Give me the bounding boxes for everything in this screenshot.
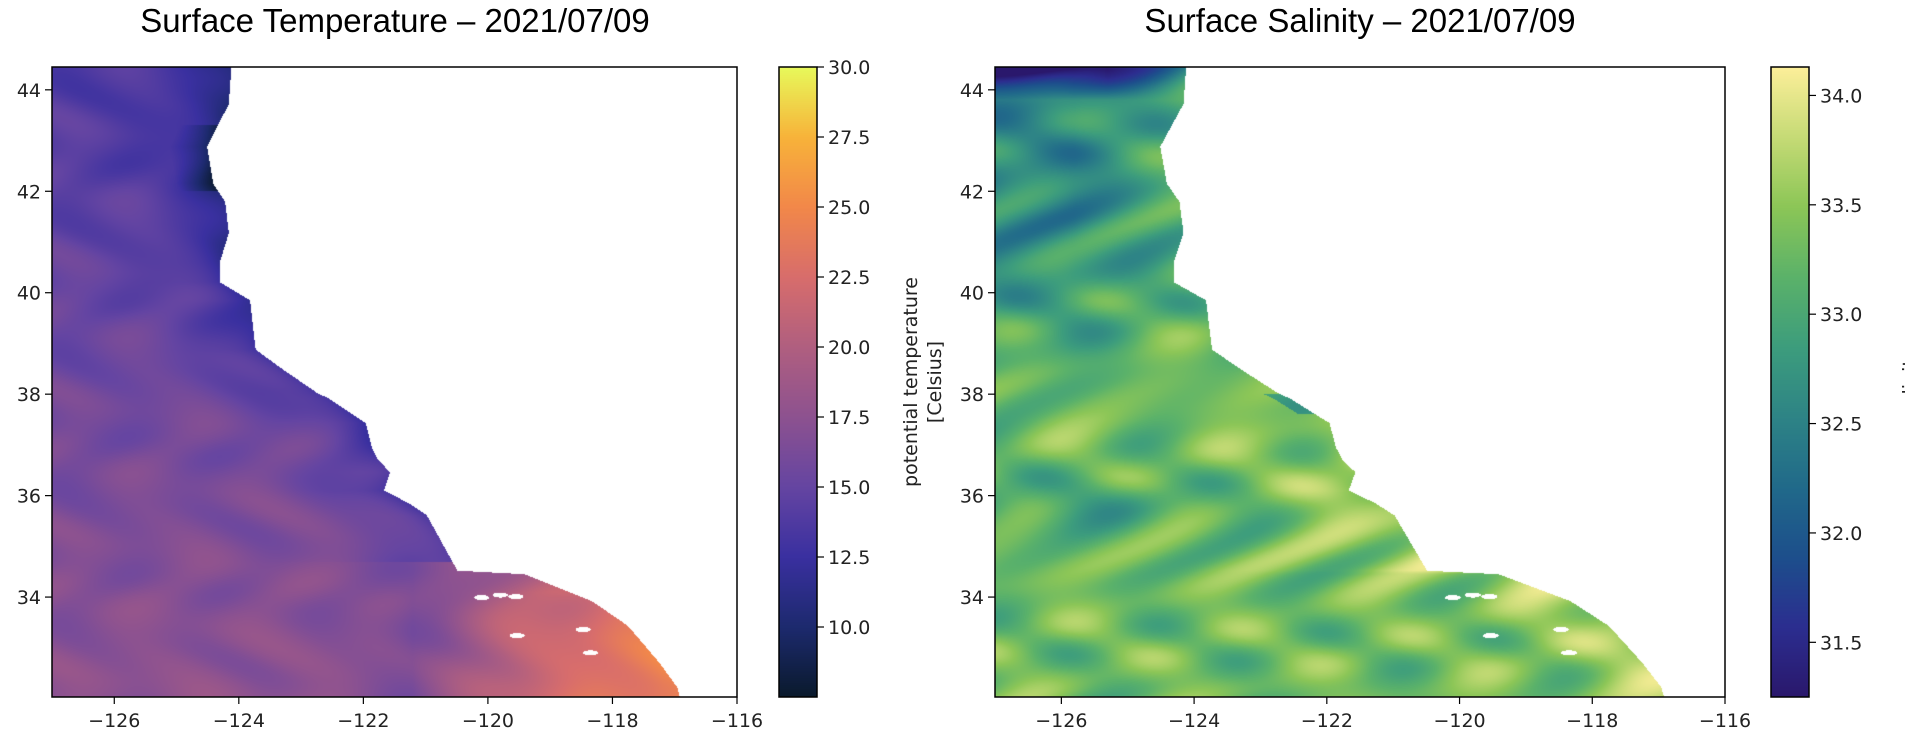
x-tick-label: −126 (88, 710, 140, 732)
colorbar-label: potential temperature (900, 277, 922, 487)
temperature-map (52, 67, 737, 697)
x-tick-label: −118 (1566, 710, 1618, 732)
y-tick-label: 34 (17, 587, 41, 609)
x-tick-label: −126 (1035, 710, 1087, 732)
colorbar-tick-label: 12.5 (828, 547, 870, 569)
x-tick-label: −116 (711, 710, 763, 732)
x-tick-label: −118 (586, 710, 638, 732)
x-tick-label: −120 (462, 710, 514, 732)
temperature-title: Surface Temperature – 2021/07/09 (140, 2, 650, 39)
y-tick-label: 42 (960, 181, 984, 203)
y-tick-label: 42 (17, 181, 41, 203)
temperature-axes-frame (51, 66, 738, 698)
x-tick-label: −120 (1433, 710, 1485, 732)
colorbar-tick-label: 30.0 (828, 57, 870, 79)
y-tick-label: 36 (960, 486, 984, 508)
colorbar-tick-label: 33.5 (1820, 195, 1862, 217)
salinity-axes-frame (994, 66, 1726, 698)
colorbar-tick-label: 22.5 (828, 267, 870, 289)
y-tick-label: 44 (17, 80, 41, 102)
salinity-map (995, 67, 1725, 697)
x-tick-label: −116 (1699, 710, 1751, 732)
colorbar-tick-label: 20.0 (828, 337, 870, 359)
colorbar-label: salinity (1899, 348, 1905, 416)
x-tick-label: −124 (213, 710, 265, 732)
colorbar-tick-label: 27.5 (828, 127, 870, 149)
x-tick-label: −122 (337, 710, 389, 732)
colorbar-tick-label: 32.0 (1820, 523, 1862, 545)
colorbar-label: [Celsius] (924, 341, 946, 423)
y-tick-label: 38 (960, 384, 984, 406)
colorbar-tick-label: 17.5 (828, 407, 870, 429)
colorbar-tick-label: 34.0 (1820, 85, 1862, 107)
salinity-colorbar-frame (1770, 66, 1810, 698)
colorbar-tick-label: 32.5 (1820, 414, 1862, 436)
colorbar-tick-label: 33.0 (1820, 304, 1862, 326)
colorbar-tick-label: 25.0 (828, 197, 870, 219)
colorbar-tick-label: 31.5 (1820, 632, 1862, 654)
y-tick-label: 34 (960, 587, 984, 609)
y-tick-label: 40 (17, 283, 41, 305)
colorbar-tick-label: 10.0 (828, 617, 870, 639)
salinity-colorbar (1771, 67, 1809, 697)
y-tick-label: 40 (960, 283, 984, 305)
salinity-title: Surface Salinity – 2021/07/09 (1144, 2, 1576, 39)
colorbar-tick-label: 15.0 (828, 477, 870, 499)
temperature-colorbar-frame (778, 66, 818, 698)
y-tick-label: 36 (17, 486, 41, 508)
temperature-colorbar (779, 67, 817, 697)
x-tick-label: −122 (1301, 710, 1353, 732)
y-tick-label: 44 (960, 80, 984, 102)
x-tick-label: −124 (1168, 710, 1220, 732)
y-tick-label: 38 (17, 384, 41, 406)
